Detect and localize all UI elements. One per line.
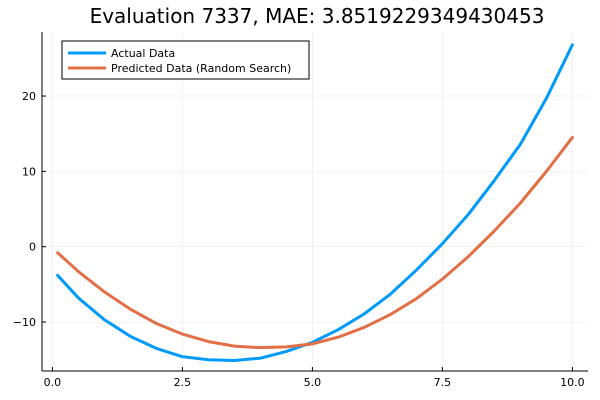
chart-title: Evaluation 7337, MAE: 3.8519229349430453 (90, 4, 545, 28)
legend-label-1: Actual Data (111, 47, 175, 60)
y-tick-label: 20 (22, 90, 36, 103)
legend-box (61, 40, 310, 80)
x-tick-label: 2.5 (174, 376, 192, 389)
axes (41, 32, 588, 372)
ticks: 0.0 2.5 5.0 7.5 10.0 −10 0 10 20 (13, 90, 585, 389)
x-tick-label: 10.0 (560, 376, 585, 389)
y-tick-label: 10 (22, 165, 36, 178)
legend: Actual Data Predicted Data (Random Search… (61, 40, 310, 80)
x-tick-label: 7.5 (434, 376, 452, 389)
grid (42, 32, 588, 371)
series-line-2 (56, 135, 574, 350)
x-tick-label: 5.0 (304, 376, 322, 389)
x-tick-label: 0.0 (44, 376, 62, 389)
y-tick-label: 0 (29, 241, 36, 254)
y-tick-label: −10 (13, 316, 36, 329)
series-lines (56, 43, 574, 362)
legend-label-2: Predicted Data (Random Search) (111, 62, 291, 75)
